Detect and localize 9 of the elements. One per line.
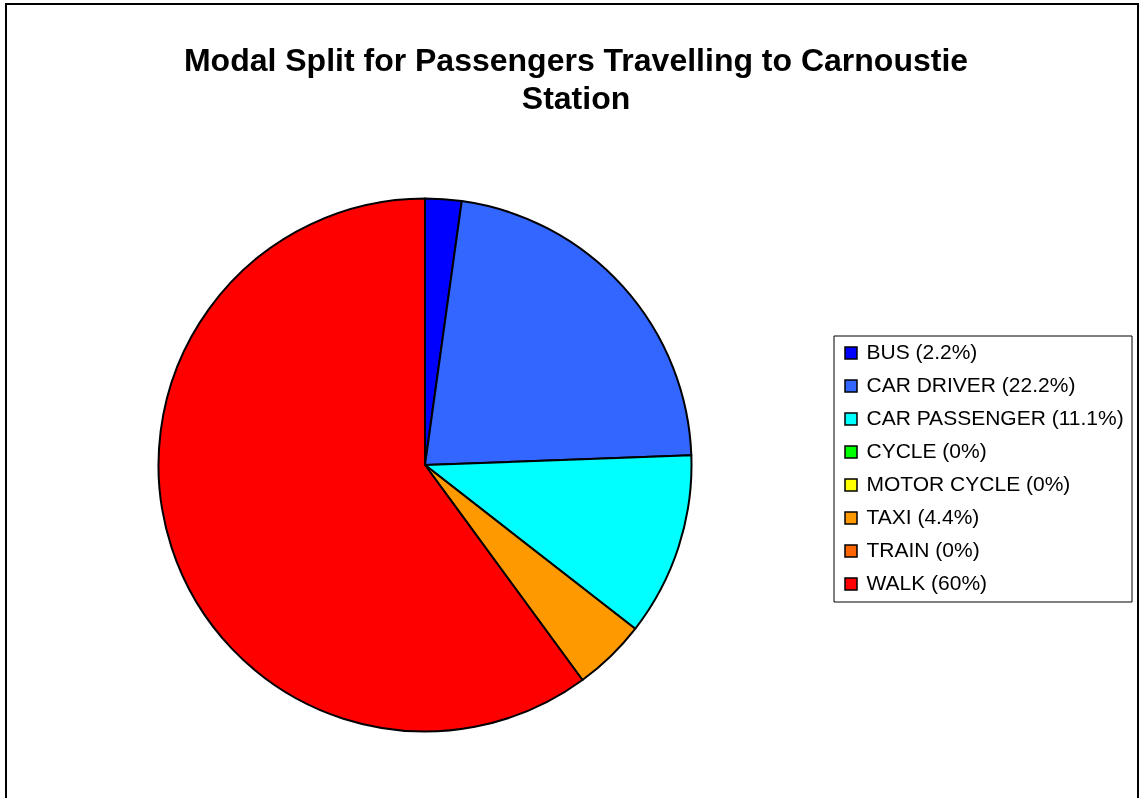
legend-label: TAXI (4.4%)	[866, 505, 980, 528]
legend-label: CAR DRIVER (22.2%)	[866, 373, 1076, 396]
legend-label: MOTOR CYCLE (0%)	[866, 472, 1071, 495]
legend-label: WALK (60%)	[866, 571, 988, 594]
legend-label: TRAIN (0%)	[866, 538, 980, 561]
legend-label: BUS (2.2%)	[866, 340, 978, 363]
legend-label: CYCLE (0%)	[866, 439, 987, 462]
legend-label: CAR PASSENGER (11.1%)	[866, 406, 1124, 429]
chart-title: Modal Split for Passengers Travelling to Carnoustie Station	[183, 42, 969, 116]
